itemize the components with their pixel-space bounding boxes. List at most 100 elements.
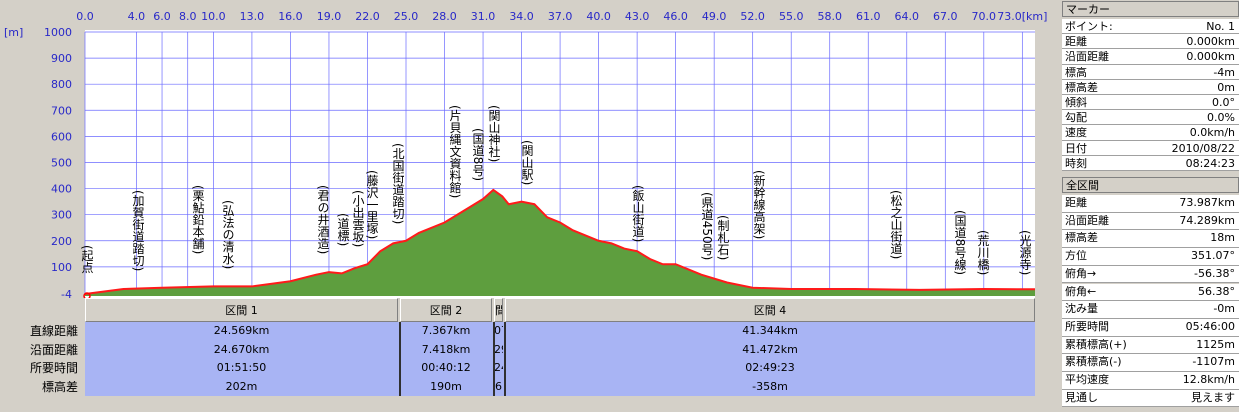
section-value: 24 bbox=[494, 362, 503, 373]
x-tick-label: 61.0 bbox=[856, 10, 881, 23]
panel-label: 沈み量 bbox=[1065, 303, 1098, 315]
panel-row bbox=[1062, 195, 1239, 213]
panel-row bbox=[1062, 389, 1239, 408]
section-value: -358m bbox=[752, 380, 788, 392]
x-tick-label: 22.0 bbox=[355, 10, 380, 23]
panel-value: -1107m bbox=[1192, 356, 1235, 368]
panel-label: 平均速度 bbox=[1065, 374, 1109, 385]
y-tick-label: 500 bbox=[51, 156, 72, 169]
profile-area bbox=[85, 189, 1035, 296]
panel-label: ポイント: bbox=[1065, 21, 1113, 32]
x-tick-label: 73.0[km] bbox=[997, 10, 1047, 23]
annotation: (国道8号線) bbox=[953, 210, 967, 275]
panel-value: 0.0km/h bbox=[1189, 127, 1235, 139]
panel-value: No. 1 bbox=[1206, 21, 1235, 32]
panel-value: 08:24:23 bbox=[1185, 157, 1235, 169]
panel-label: 所要時間 bbox=[1065, 320, 1109, 332]
y-unit: [m] bbox=[4, 26, 23, 39]
panel-row bbox=[1062, 140, 1239, 156]
panel-value: 74.289km bbox=[1179, 214, 1235, 226]
panel-row bbox=[1062, 372, 1239, 390]
x-tick-label: 13.0 bbox=[240, 10, 265, 23]
panel-row bbox=[1062, 95, 1239, 111]
x-tick-label: 4.0 bbox=[128, 10, 146, 23]
panel-value: -4m bbox=[1213, 66, 1235, 78]
panel-row bbox=[1062, 301, 1239, 319]
x-tick-label: 58.0 bbox=[817, 10, 842, 23]
section-value: 6 bbox=[495, 380, 502, 392]
y-tick-label: 200 bbox=[51, 235, 72, 248]
panel-label: 日付 bbox=[1065, 142, 1087, 154]
panel-label: 傾斜 bbox=[1065, 97, 1087, 108]
panel-value: 0.000km bbox=[1186, 51, 1235, 63]
x-tick-label: 40.0 bbox=[586, 10, 611, 23]
panel-row bbox=[1062, 155, 1239, 171]
x-tick-label: 16.0 bbox=[278, 10, 303, 23]
panel-header: マーカー bbox=[1062, 1, 1239, 17]
x-tick-label: 70.0 bbox=[972, 10, 997, 23]
annotation: (北国街道踏切) bbox=[391, 143, 405, 224]
panel-row bbox=[1062, 34, 1239, 50]
x-tick-label: 19.0 bbox=[317, 10, 342, 23]
section-header: 区間 2 bbox=[400, 298, 492, 322]
annotation: (道標) bbox=[336, 213, 350, 246]
annotation: (加賀街道踏切) bbox=[131, 190, 145, 271]
x-tick-label: 28.0 bbox=[432, 10, 457, 23]
panel-label: 方位 bbox=[1065, 250, 1087, 262]
row-label: 標高差 bbox=[41, 380, 78, 393]
panel-row bbox=[1062, 64, 1239, 80]
x-tick-label: 10.0 bbox=[201, 10, 226, 23]
section-divider bbox=[504, 322, 506, 396]
panel-row bbox=[1062, 336, 1239, 355]
x-tick-label: 34.0 bbox=[509, 10, 534, 23]
section-value: 24.569km bbox=[213, 325, 270, 336]
x-tick-label: 0.0 bbox=[76, 10, 94, 23]
x-tick-label: 49.0 bbox=[702, 10, 727, 23]
annotation: (県道450号) bbox=[700, 192, 714, 260]
panel-value: 56.38° bbox=[1198, 285, 1235, 297]
annotation: (国道8号) bbox=[471, 128, 485, 181]
x-tick-label: 25.0 bbox=[394, 10, 419, 23]
annotation: (松之山街道) bbox=[889, 190, 903, 259]
panel-label: 距離 bbox=[1065, 197, 1087, 208]
annotation: (栗鮎鉛本舗) bbox=[191, 185, 205, 254]
panel-row bbox=[1062, 125, 1239, 141]
section-value: 00:40:12 bbox=[421, 362, 471, 373]
panel-label: 俯角← bbox=[1065, 285, 1097, 297]
panel-row bbox=[1062, 19, 1239, 35]
panel-value: 73.987km bbox=[1179, 197, 1235, 208]
panel-row bbox=[1062, 79, 1239, 95]
row-label: 沿面距離 bbox=[29, 343, 78, 356]
section-value: 202m bbox=[225, 380, 258, 392]
row-label: 所要時間 bbox=[29, 362, 78, 374]
section-value: 7.367km bbox=[421, 325, 471, 336]
section-header: 区間 1 bbox=[85, 298, 398, 322]
annotation: (関山神社) bbox=[487, 105, 501, 162]
annotation: (新幹線高架) bbox=[752, 170, 766, 239]
panel-header: 全区間 bbox=[1062, 177, 1239, 193]
panel-label: 速度 bbox=[1065, 127, 1087, 139]
row-label: 直線距離 bbox=[29, 325, 78, 337]
section-divider bbox=[493, 322, 495, 396]
annotation: (弘法の清水) bbox=[221, 200, 235, 269]
x-tick-label: 52.0 bbox=[740, 10, 765, 23]
panel-value: 0.0° bbox=[1212, 97, 1235, 108]
panel-value: 18m bbox=[1210, 232, 1235, 244]
section-header: 間 bbox=[494, 298, 503, 322]
panel-label: 累積標高(+) bbox=[1065, 338, 1127, 350]
section-value: 07 bbox=[494, 325, 503, 336]
annotation: (関山駅) bbox=[520, 140, 534, 185]
annotation: (藤沢一里塚) bbox=[365, 170, 379, 239]
panel-row bbox=[1062, 354, 1239, 372]
panel-value: 0.0% bbox=[1207, 112, 1235, 124]
y-tick-label: 600 bbox=[51, 130, 72, 143]
panel-value: 0.000km bbox=[1186, 36, 1235, 48]
section-value: 29 bbox=[494, 343, 503, 355]
profile-chart: [m] 0.0 4.0 6.0 8.0 10.0 13.0 16.0 19.0 22.0 25.0… bbox=[4, 10, 1047, 298]
panel-value: 1125m bbox=[1196, 338, 1235, 350]
annotation: (荒川橋) bbox=[976, 230, 990, 275]
panel-label: 標高差 bbox=[1065, 81, 1098, 93]
panel-label: 勾配 bbox=[1065, 112, 1087, 124]
annotation: (制札石) bbox=[716, 215, 730, 260]
